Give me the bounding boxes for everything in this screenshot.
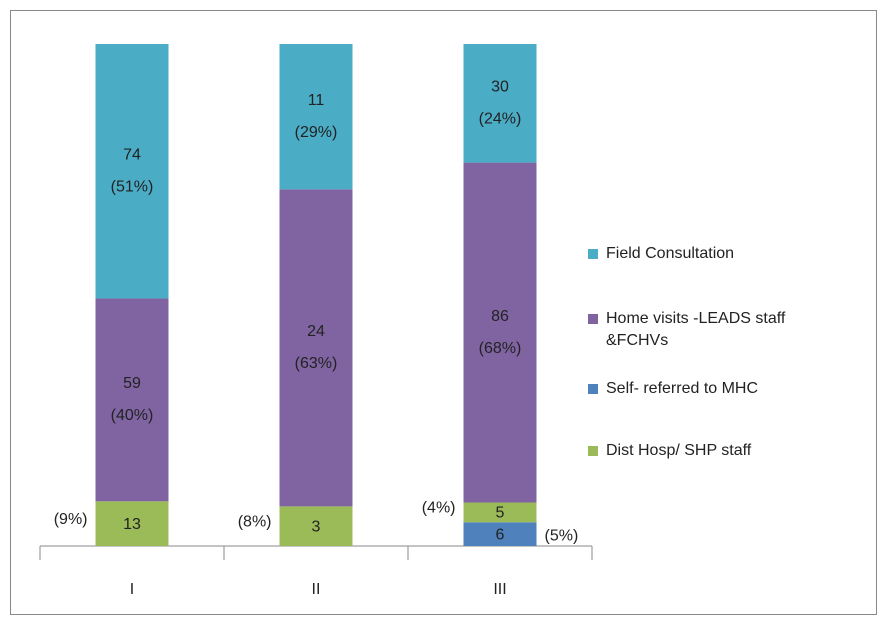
legend-label: Dist Hosp/ SHP staff: [606, 442, 752, 459]
percent-label: (5%): [545, 527, 579, 544]
percent-label: (24%): [479, 111, 522, 128]
bar-segment: [279, 506, 353, 546]
percent-label: (9%): [54, 511, 88, 528]
percent-label: (68%): [479, 340, 522, 357]
bar-segment: [463, 522, 537, 546]
bar-segment: [463, 44, 537, 163]
value-label: 59: [123, 375, 141, 392]
percent-label: (51%): [111, 178, 154, 195]
percent-label: (63%): [295, 355, 338, 372]
legend-swatch: [588, 249, 598, 259]
value-label: 6: [496, 526, 505, 543]
legend-item: Dist Hosp/ SHP staff: [588, 440, 818, 462]
legend-item: Home visits -LEADS staff &FCHVs: [588, 308, 818, 352]
legend-label: Self- referred to MHC: [606, 380, 759, 397]
legend-item: Self- referred to MHC: [588, 378, 818, 400]
bar-segment: [95, 44, 169, 299]
percent-label: (29%): [295, 124, 338, 141]
value-label: 86: [491, 308, 509, 325]
value-label: 30: [491, 79, 509, 96]
bar-segment: [463, 502, 537, 523]
value-label: 13: [123, 516, 141, 533]
bar-segment: [95, 501, 169, 546]
percent-label: (8%): [238, 513, 272, 530]
value-label: 24: [307, 323, 325, 340]
x-tick-label: II: [312, 581, 321, 598]
legend-label: Field Consultation: [606, 245, 735, 262]
legend-item: Field Consultation: [588, 243, 818, 265]
value-label: 5: [496, 505, 505, 522]
x-tick-label: I: [130, 581, 134, 598]
percent-label: (40%): [111, 407, 154, 424]
bar-segment: [279, 189, 353, 507]
value-label: 74: [123, 146, 141, 163]
value-label: 11: [308, 92, 325, 109]
value-label: 3: [312, 518, 321, 535]
x-tick-label: III: [493, 581, 506, 598]
legend-swatch: [588, 446, 598, 456]
bar-segment: [279, 44, 353, 190]
bar-segment: [463, 162, 537, 503]
legend-swatch: [588, 384, 598, 394]
legend-swatch: [588, 314, 598, 324]
chart-border: [10, 10, 877, 615]
bar-segment: [95, 298, 169, 502]
legend-label: Home visits -LEADS staff &FCHVs: [606, 310, 786, 349]
percent-label: (4%): [422, 500, 456, 517]
